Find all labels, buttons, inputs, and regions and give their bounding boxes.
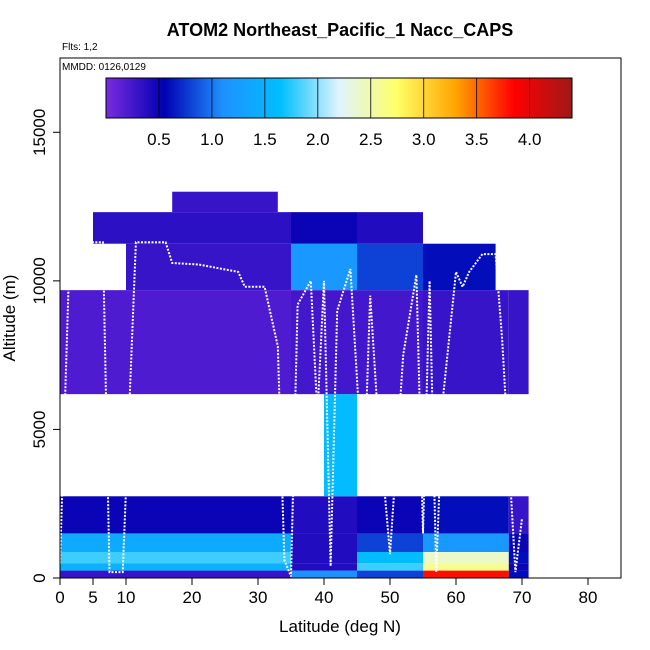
heat-cell — [508, 552, 529, 564]
x-tick-label: 80 — [579, 588, 598, 607]
heat-cell — [291, 552, 357, 564]
chart-title: ATOM2 Northeast_Pacific_1 Nacc_CAPS — [167, 20, 513, 40]
heat-cell — [423, 563, 509, 571]
heat-cell — [357, 212, 423, 244]
heat-cell — [357, 496, 423, 534]
y-axis: 0 5000 10000 15000 — [30, 109, 60, 583]
colorbar-tick-label: 0.5 — [147, 130, 171, 149]
x-tick-label: 50 — [381, 588, 400, 607]
plot-frame — [59, 57, 622, 579]
heat-cell — [60, 496, 291, 534]
y-tick-label: 10000 — [30, 257, 49, 304]
heat-cell — [423, 533, 509, 552]
heat-cell — [291, 570, 357, 578]
y-axis-label: Altitude (m) — [0, 275, 19, 362]
colorbar-tick-label: 2.0 — [306, 130, 330, 149]
y-tick-label: 15000 — [30, 109, 49, 156]
x-axis: 0 5 10 20 30 40 50 60 70 80 — [55, 578, 597, 607]
heat-cell — [357, 290, 423, 395]
x-axis-label: Latitude (deg N) — [279, 617, 401, 636]
colorbar-tick-label: 1.0 — [200, 130, 224, 149]
heat-cell — [93, 212, 291, 244]
colorbar-ticks: 0.5 1.0 1.5 2.0 2.5 3.0 3.5 4.0 — [147, 78, 541, 149]
heat-cell — [357, 243, 423, 291]
heat-cell — [423, 552, 509, 564]
heat-cell — [357, 570, 423, 578]
heat-cell — [508, 563, 529, 571]
y-tick-label: 5000 — [30, 411, 49, 449]
date-annotation: MMDD: 0126,0129 — [62, 62, 146, 73]
heat-cell — [508, 290, 529, 395]
heat-cell — [172, 191, 278, 213]
heat-cell — [423, 243, 496, 291]
colorbar-tick-label: 3.0 — [412, 130, 436, 149]
colorbar-tick-label: 1.5 — [253, 130, 277, 149]
heatmap-layers — [60, 191, 529, 578]
heat-cell — [126, 243, 291, 291]
flight-track — [59, 241, 523, 577]
heat-cell — [60, 563, 291, 571]
heat-cell — [423, 290, 509, 395]
heat-cell — [60, 533, 291, 552]
heat-cell — [291, 290, 357, 395]
colorbar — [105, 77, 573, 119]
heat-cell — [291, 563, 357, 571]
heat-cell — [357, 563, 423, 571]
heat-cell — [60, 552, 291, 564]
heat-cell — [291, 496, 357, 534]
x-tick-label: 30 — [249, 588, 268, 607]
x-tick-label: 0 — [55, 588, 64, 607]
x-tick-label: 70 — [513, 588, 532, 607]
colorbar-tick-label: 3.5 — [465, 130, 489, 149]
flights-annotation: Flts: 1,2 — [62, 42, 98, 53]
heat-cell — [324, 394, 357, 497]
heat-cell — [508, 570, 529, 578]
heat-cell — [291, 533, 357, 552]
heat-cell — [508, 496, 529, 534]
heat-cell — [291, 212, 357, 244]
heat-cell — [60, 290, 291, 395]
x-tick-label: 60 — [447, 588, 466, 607]
x-tick-label: 10 — [117, 588, 136, 607]
colorbar-tick-label: 2.5 — [359, 130, 383, 149]
heat-cell — [357, 552, 423, 564]
flight-track-line — [59, 241, 523, 577]
x-tick-label: 5 — [88, 588, 97, 607]
heat-cell — [423, 570, 509, 578]
heat-cell — [508, 533, 529, 552]
heat-cell — [423, 496, 509, 534]
colorbar-tick-label: 4.0 — [518, 130, 542, 149]
heat-cell — [60, 570, 291, 578]
x-tick-label: 40 — [315, 588, 334, 607]
x-tick-label: 20 — [183, 588, 202, 607]
y-tick-label: 0 — [30, 573, 49, 582]
